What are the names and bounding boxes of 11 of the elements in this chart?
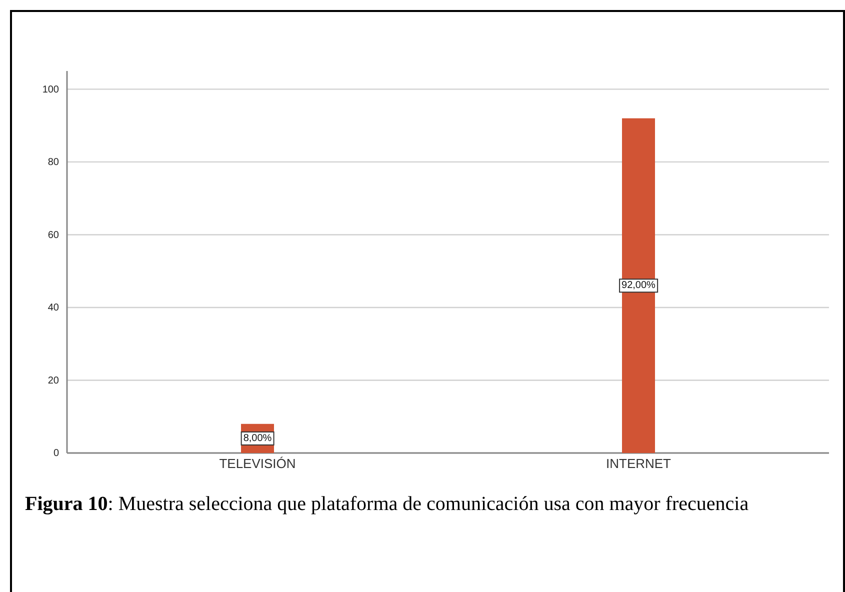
y-tick-label: 20 [48,375,60,386]
x-tick-label: TELEVISIÓN [219,456,296,472]
data-label: 8,00% [243,432,272,444]
text: Figura 10: Muestra selecciona que plataforma de comunicación usa con mayor frecuencia [25,493,749,515]
y-tick-label: 60 [48,230,60,241]
y-tick-label: 100 [42,84,60,96]
data-label: 92,00% [622,280,656,292]
x-tick-label: INTERNET [606,456,672,472]
y-tick-label: 40 [48,302,60,314]
y-tick-label: 80 [48,157,60,168]
y-tick-label: 0 [53,448,60,460]
